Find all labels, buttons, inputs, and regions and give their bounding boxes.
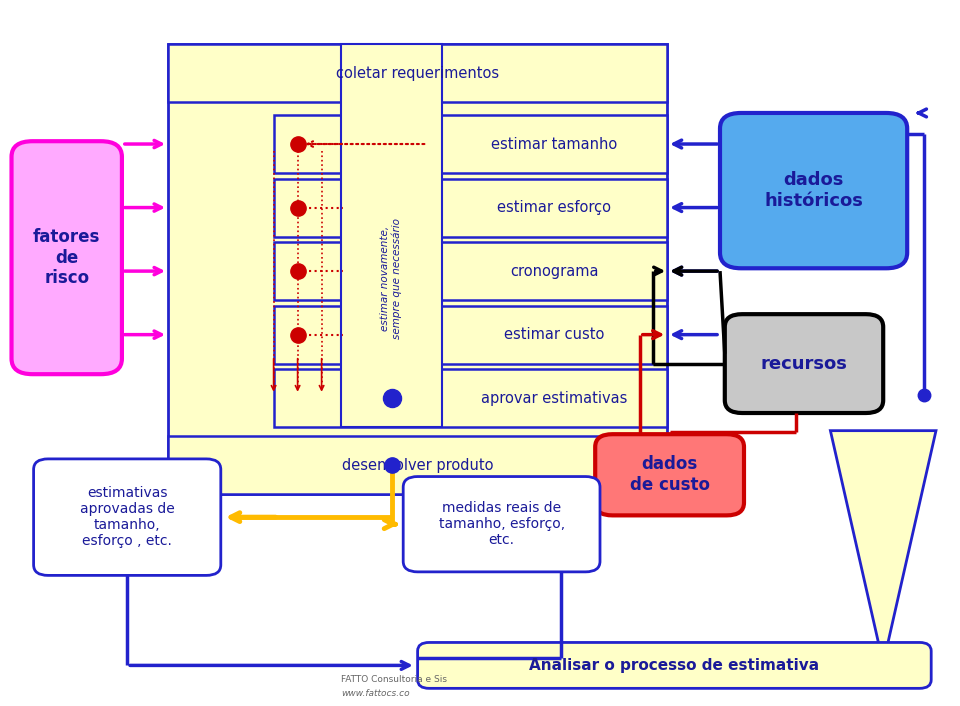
FancyBboxPatch shape (12, 141, 122, 374)
Bar (274, 369, 667, 427)
Text: www.fattocs.co: www.fattocs.co (341, 689, 409, 698)
Bar (274, 306, 667, 364)
Text: fatores
de
risco: fatores de risco (33, 228, 101, 287)
Text: coletar requerimentos: coletar requerimentos (336, 66, 499, 81)
Bar (341, 44, 442, 427)
FancyBboxPatch shape (595, 434, 744, 515)
Polygon shape (830, 431, 936, 664)
Text: Analisar o processo de estimativa: Analisar o processo de estimativa (529, 658, 820, 673)
Text: recursos: recursos (760, 354, 848, 373)
FancyBboxPatch shape (34, 459, 221, 575)
Text: FATTO Consultoria e Sis: FATTO Consultoria e Sis (341, 675, 446, 683)
Bar (168, 436, 667, 494)
Text: estimar esforço: estimar esforço (497, 200, 612, 215)
Text: estimar novamente,
sempre que necessário: estimar novamente, sempre que necessário (380, 217, 402, 339)
Text: aprovar estimativas: aprovar estimativas (481, 390, 628, 406)
Text: estimar tamanho: estimar tamanho (492, 136, 617, 152)
Bar (274, 242, 667, 300)
Text: dados
de custo: dados de custo (630, 455, 709, 494)
FancyBboxPatch shape (418, 642, 931, 688)
FancyBboxPatch shape (720, 113, 907, 268)
Bar (274, 179, 667, 237)
FancyBboxPatch shape (403, 477, 600, 572)
FancyBboxPatch shape (725, 314, 883, 413)
Text: dados
históricos: dados históricos (764, 172, 863, 210)
Text: cronograma: cronograma (510, 263, 599, 279)
Text: desenvolver produto: desenvolver produto (342, 457, 493, 473)
Bar (274, 115, 667, 173)
Text: estimar custo: estimar custo (504, 327, 605, 342)
Text: estimativas
aprovadas de
tamanho,
esforço , etc.: estimativas aprovadas de tamanho, esforç… (80, 486, 175, 549)
Bar (168, 44, 667, 102)
Text: medidas reais de
tamanho, esforço,
etc.: medidas reais de tamanho, esforço, etc. (439, 501, 564, 547)
Bar (168, 44, 667, 494)
